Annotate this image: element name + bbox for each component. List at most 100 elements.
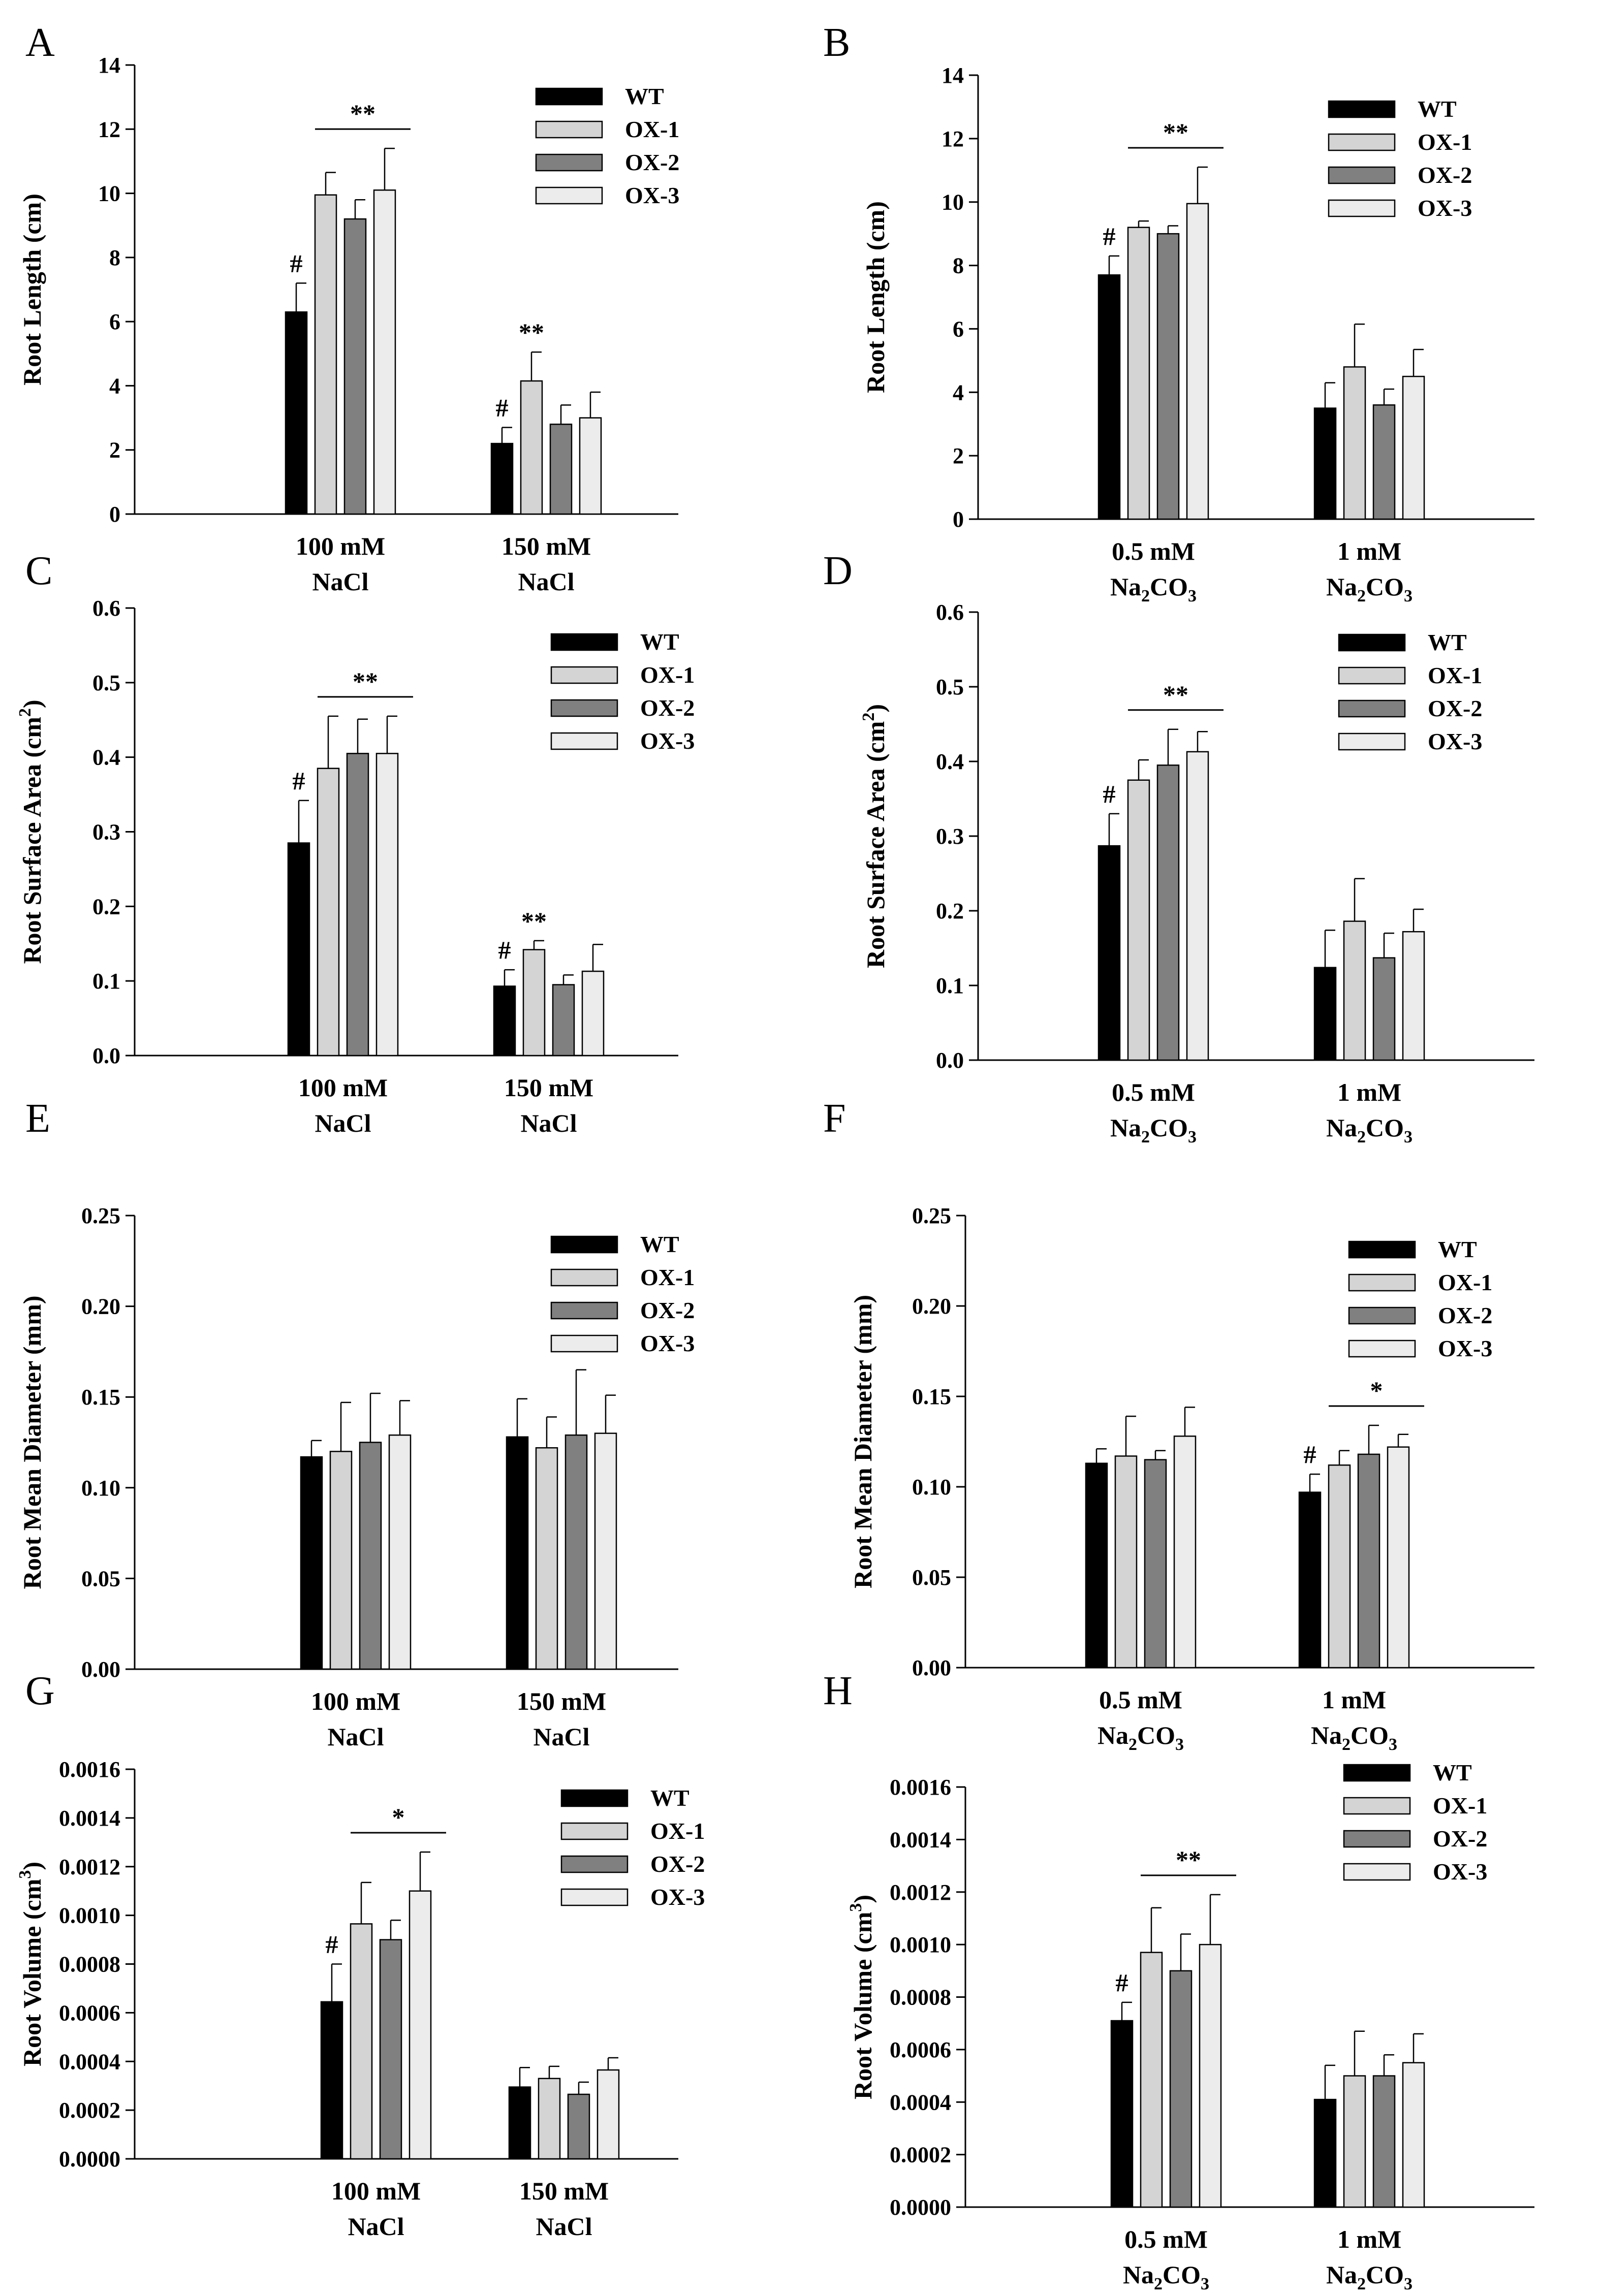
y-tick-label: 0.0016 [59, 1757, 120, 1782]
legend: WT OX-1 OX-2 OX-3 [1343, 1760, 1487, 1885]
bar-ox-1-1 [535, 1447, 558, 1670]
panel-e: E 0.00 0.05 0.10 0.15 0.20 0.25 Root Mean Diame… [18, 1096, 695, 1751]
hash-mark: # [1304, 1440, 1316, 1469]
y-tick-label: 6 [109, 309, 120, 334]
legend-swatch-ox-3 [1348, 1340, 1416, 1358]
y-axis-title: Root Surface Area (cm2) [859, 704, 890, 968]
bar-ox-3-1 [581, 970, 605, 1057]
category-label: 100 mM [298, 1073, 388, 1102]
y-tick-label: 10 [942, 190, 964, 215]
y-tick-label: 0.0000 [59, 2147, 120, 2172]
bar-ox-3-0 [1173, 1436, 1197, 1669]
y-tick-label: 0 [109, 502, 120, 527]
panel-letter: E [25, 1096, 50, 1141]
y-tick-label: 0.0012 [59, 1855, 120, 1879]
y-axis-title: Root Mean Diameter (mm) [849, 1295, 877, 1588]
bar-ox-1-0 [317, 768, 340, 1057]
bar-wt-0 [320, 2001, 343, 2160]
y-tick-label: 0.05 [912, 1565, 951, 1590]
y-axis-title: Root Length (cm) [861, 201, 890, 393]
legend-label: OX-2 [1438, 1302, 1492, 1328]
legend-label: WT [1428, 629, 1467, 655]
category-label: 1 mM [1337, 537, 1401, 565]
y-tick-label: 8 [953, 253, 964, 278]
bar-ox-1-0 [1127, 779, 1150, 1061]
y-tick-label: 10 [98, 181, 120, 206]
significance-mark: ** [521, 907, 547, 935]
bar-ox-2-1 [1357, 1453, 1381, 1669]
panel-letter: B [823, 20, 850, 65]
legend-label: OX-3 [1433, 1859, 1487, 1885]
panel-letter: G [25, 1669, 55, 1713]
legend-swatch-ox-3 [550, 1334, 618, 1353]
category-label: 0.5 mM [1124, 2225, 1208, 2253]
y-tick-label: 2 [953, 443, 964, 468]
significance-mark: * [1370, 1376, 1383, 1405]
bar-wt-0 [1097, 845, 1121, 1061]
legend-label: OX-2 [1428, 695, 1482, 721]
panel-letter: F [823, 1096, 846, 1141]
bar-ox-2-1 [567, 2093, 590, 2160]
legend-swatch-wt [1343, 1764, 1411, 1782]
significance-mark: ** [353, 667, 378, 695]
legend-label: WT [1418, 96, 1457, 122]
bar-ox-2-1 [564, 1434, 588, 1670]
legend-swatch-wt [560, 1789, 629, 1807]
category-label: 0.5 mM [1099, 1685, 1182, 1714]
panel-b: B 0 2 4 6 8 10 12 14 Root Length (cm) 0.5 mM Na2CO3… [823, 20, 1534, 605]
bar-ox-1-1 [1343, 2075, 1366, 2208]
bar-ox-1-0 [1140, 1952, 1163, 2208]
hash-mark: # [290, 249, 303, 277]
legend-swatch-ox-2 [550, 1301, 618, 1320]
significance-mark: * [392, 1803, 405, 1831]
bar-ox-1-1 [538, 2078, 561, 2160]
bar-wt-0 [300, 1456, 323, 1670]
y-tick-label: 0.0006 [59, 2000, 120, 2025]
legend-swatch-ox-1 [535, 120, 603, 139]
bar-ox-2-0 [1156, 764, 1180, 1061]
legend-swatch-ox-2 [1338, 699, 1406, 718]
y-tick-label: 12 [98, 117, 120, 142]
bar-ox-1-0 [1127, 227, 1150, 520]
significance-mark: ** [1163, 118, 1188, 146]
legend-label: OX-2 [1418, 162, 1472, 188]
y-tick-label: 0.25 [912, 1203, 951, 1228]
legend-label: OX-1 [640, 662, 695, 688]
category-label: 100 mM [331, 2177, 421, 2205]
legend-swatch-ox-3 [560, 1888, 629, 1906]
legend-label: OX-3 [1418, 195, 1472, 221]
legend-swatch-ox-3 [1328, 199, 1396, 217]
category-label: 0.5 mM [1112, 1078, 1195, 1106]
hash-mark: # [1103, 780, 1116, 808]
legend: WT OX-1 OX-2 OX-3 [535, 83, 679, 208]
y-tick-label: 0.20 [912, 1294, 951, 1319]
category-sublabel: Na2CO3 [1311, 1721, 1397, 1754]
bar-ox-1-1 [1343, 366, 1366, 520]
bar-ox-3-1 [597, 2069, 620, 2160]
category-label: 150 mM [501, 532, 591, 560]
y-tick-label: 2 [109, 438, 120, 463]
bar-ox-3-1 [1387, 1446, 1410, 1669]
bar-ox-3-0 [388, 1434, 412, 1670]
legend-label: OX-2 [625, 149, 679, 175]
category-sublabel: Na2CO3 [1110, 1113, 1197, 1146]
y-tick-label: 0.00 [912, 1655, 951, 1680]
legend-label: WT [1438, 1236, 1477, 1262]
legend-swatch-ox-3 [1338, 732, 1406, 751]
category-sublabel: Na2CO3 [1326, 2260, 1413, 2293]
bar-ox-2-0 [1169, 1970, 1193, 2208]
category-label: 100 mM [311, 1687, 400, 1715]
hash-mark: # [498, 936, 511, 964]
y-tick-label: 0.4 [92, 745, 120, 770]
significance-mark: ** [350, 99, 375, 127]
category-label: 1 mM [1322, 1685, 1386, 1714]
legend-label: WT [640, 1231, 679, 1257]
category-sublabel: NaCl [348, 2212, 404, 2241]
y-axis-title: Root Length (cm) [18, 194, 46, 386]
legend-label: OX-2 [640, 695, 695, 721]
legend-label: OX-2 [640, 1297, 695, 1323]
panel-a: A 0 2 4 6 8 10 12 14 Root Length (cm) 100 mM NaCl 15… [18, 20, 679, 596]
bar-ox-2-0 [343, 218, 367, 515]
panel-h: H 0.0000 0.0002 0.0004 0.0006 0.0008 0.0010 0.0… [823, 1669, 1534, 2293]
y-tick-label: 0.0010 [890, 1932, 951, 1957]
